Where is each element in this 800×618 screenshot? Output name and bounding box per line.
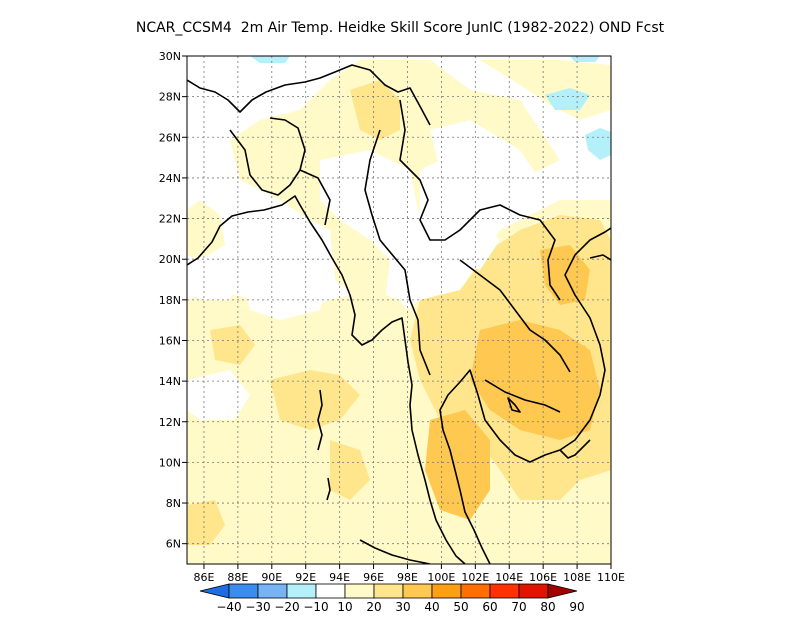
colorbar-label: −30	[245, 600, 270, 614]
colorbar-segment	[228, 583, 259, 599]
y-tick-label: 6N	[166, 538, 181, 551]
colorbar-segment	[286, 583, 317, 599]
colorbar-label: 90	[569, 600, 584, 614]
y-tick-label: 20N	[159, 253, 181, 266]
colorbar: −40 −30 −20 −10 10 20 30 40 50 60 70 80 90	[199, 583, 585, 614]
colorbar-segment	[460, 583, 491, 599]
y-tick-label: 12N	[159, 416, 181, 429]
x-tick-label: 100E	[427, 571, 455, 584]
colorbar-segment	[518, 583, 549, 599]
colorbar-label: 30	[395, 600, 410, 614]
colorbar-label: 50	[453, 600, 468, 614]
coastlines-borders	[187, 64, 611, 564]
colorbar-segment	[547, 583, 578, 599]
colorbar-segment	[489, 583, 520, 599]
colorbar-label: 60	[482, 600, 497, 614]
skill-shading	[187, 56, 611, 564]
y-tick-label: 14N	[159, 375, 181, 388]
y-tick-label: 26N	[159, 131, 181, 144]
colorbar-segment	[402, 583, 433, 599]
x-tick-label: 86E	[193, 571, 214, 584]
y-tick-label: 16N	[159, 334, 181, 347]
x-tick-label: 88E	[227, 571, 248, 584]
colorbar-label: 80	[540, 600, 555, 614]
colorbar-label: −20	[274, 600, 299, 614]
x-tick-label: 104E	[495, 571, 523, 584]
x-tick-label: 106E	[529, 571, 557, 584]
x-tick-label: 98E	[397, 571, 418, 584]
colorbar-label: −40	[216, 600, 241, 614]
colorbar-label: 10	[337, 600, 352, 614]
x-tick-label: 96E	[363, 571, 384, 584]
shade-low	[187, 56, 540, 420]
y-tick-label: 18N	[159, 294, 181, 307]
x-axis: 86E 88E 90E 92E 94E 96E 98E 100E 102E 104E 106E 108…	[193, 564, 625, 584]
x-tick-label: 110E	[597, 571, 625, 584]
x-tick-label: 92E	[295, 571, 316, 584]
colorbar-label: 40	[424, 600, 439, 614]
y-tick-label: 30N	[159, 50, 181, 63]
y-tick-label: 10N	[159, 456, 181, 469]
colorbar-segment	[431, 583, 462, 599]
x-tick-label: 90E	[261, 571, 282, 584]
x-tick-label: 108E	[563, 571, 591, 584]
x-tick-label: 102E	[461, 571, 489, 584]
plot-frame	[186, 55, 612, 565]
colorbar-label: 70	[511, 600, 526, 614]
y-axis: 30N 28N 26N 24N 22N 20N 18N 16N 14N 12N 10N 8N 6N	[159, 50, 187, 551]
colorbar-segment	[344, 583, 375, 599]
colorbar-segment	[199, 583, 230, 599]
colorbar-label: 20	[366, 600, 381, 614]
x-tick-label: 94E	[329, 571, 350, 584]
y-tick-label: 28N	[159, 91, 181, 104]
y-tick-label: 24N	[159, 172, 181, 185]
shade-neg10	[250, 56, 611, 160]
colorbar-label: −10	[303, 600, 328, 614]
map-title: NCAR_CCSM4 2m Air Temp. Heidke Skill Sco…	[135, 20, 665, 36]
colorbar-segment	[373, 583, 404, 599]
y-tick-label: 8N	[166, 497, 181, 510]
y-tick-label: 22N	[159, 213, 181, 226]
colorbar-segment	[257, 583, 288, 599]
colorbar-segment	[315, 583, 346, 599]
